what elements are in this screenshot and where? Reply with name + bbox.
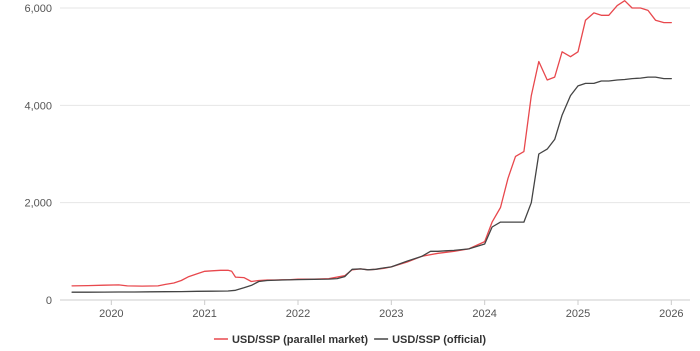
x-axis-ticks: 2020 2021 2022 2023 2024 2025 2026 [99, 300, 684, 320]
legend-label: USD/SSP (official) [392, 334, 486, 346]
y-axis-ticks: 0 2,000 4,000 6,000 [24, 3, 52, 307]
series-line-official [71, 76, 672, 293]
x-tick-label: 2023 [379, 308, 403, 320]
x-tick-label: 2022 [286, 308, 310, 320]
legend-item[interactable]: USD/SSP (parallel market) [213, 334, 368, 346]
legend-label: USD/SSP (parallel market) [232, 334, 368, 346]
y-tick-label: 2,000 [24, 198, 52, 210]
legend-item[interactable]: USD/SSP (official) [374, 334, 486, 346]
series-lines [71, 0, 672, 293]
legend: USD/SSP (parallel market) USD/SSP (offici… [213, 334, 486, 346]
x-tick-label: 2021 [192, 308, 216, 320]
series-line-parallel-market [71, 0, 672, 287]
y-tick-label: 6,000 [24, 3, 52, 15]
x-tick-label: 2026 [659, 308, 683, 320]
gridlines [60, 7, 690, 204]
y-tick-label: 4,000 [24, 100, 52, 112]
y-tick-label: 0 [46, 295, 52, 307]
x-tick-label: 2025 [566, 308, 590, 320]
x-tick-label: 2020 [99, 308, 123, 320]
x-tick-label: 2024 [472, 308, 496, 320]
